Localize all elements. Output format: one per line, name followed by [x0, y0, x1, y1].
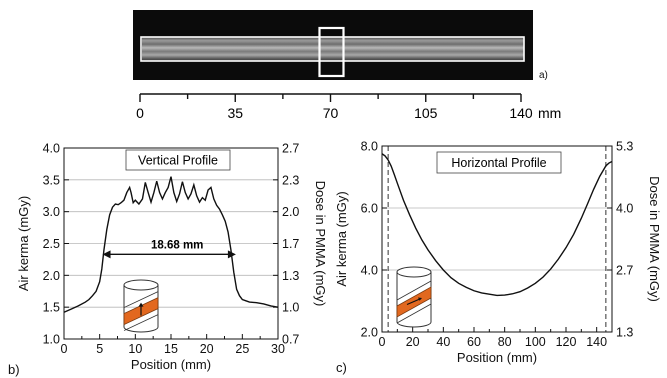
b-series-line: [63, 176, 279, 313]
c-ticks: 0 20 40 60 80 100 120 140 2.0 4.0 6.0 8.0 1.3 2.7 4.0 5…: [361, 140, 634, 350]
b-inset-arrowhead: [138, 302, 144, 307]
c-plot-frame: [381, 145, 613, 333]
b-x-tick-label: 15: [164, 342, 178, 356]
b-inset-line: [123, 314, 159, 331]
b-y2-axis-label: Dose in PMMA (mGy): [313, 181, 328, 307]
b-fwhm-arrowhead-right: [227, 250, 236, 259]
b-y-tick-label: 1.5: [43, 301, 60, 315]
c-inset-top: [396, 266, 432, 278]
vertical-profile-chart: 0 5 10 15 20 25 30 1.0 1.5 2.0 2.5 3.0 3.5 4.0 0.7 1.0 1…: [8, 142, 328, 378]
c-y-tick-label: 8.0: [361, 140, 378, 154]
b-x-tick-label: 0: [61, 342, 68, 356]
c-x-tick-label: 0: [379, 335, 386, 349]
b-fwhm-arrowhead-left: [102, 250, 111, 259]
c-dashed-lines: [387, 146, 607, 332]
c-x-tick-label: 140: [586, 335, 607, 349]
b-inset-bottom: [123, 326, 159, 333]
c-y-axis-label: Air kerma (mGy): [334, 191, 349, 286]
c-y-tick-label: 2.0: [361, 326, 378, 340]
b-title-box: Vertical Profile: [125, 149, 231, 171]
horizontal-profile-chart: 0 20 40 60 80 100 120 140 2.0 4.0 6.0 8.0 1.3 2.7 4.0 5…: [334, 140, 662, 376]
c-x-tick-label: 20: [406, 335, 420, 349]
c-y-tick-label: 6.0: [361, 202, 378, 216]
b-x-axis-label: Position (mm): [131, 357, 211, 372]
b-x-tick-label: 25: [235, 342, 249, 356]
c-gridlines: [382, 207, 612, 271]
c-inset-line: [396, 280, 432, 301]
c-y2-tick-label: 2.7: [616, 264, 633, 278]
b-x-tick-label: 10: [128, 342, 142, 356]
ruler-tick-label: 105: [414, 105, 438, 121]
panel-a: a) 0 35 70 105 140 mm: [133, 10, 561, 121]
c-y-tick-label: 4.0: [361, 264, 378, 278]
b-y2-tick-label: 1.0: [282, 301, 299, 315]
b-title-frame: [125, 149, 231, 171]
c-title-frame: [436, 151, 562, 174]
c-inset-bottom: [396, 321, 432, 328]
b-y-tick-label: 2.0: [43, 269, 60, 283]
b-y-tick-label: 2.5: [43, 237, 60, 251]
c-inset-arrowhead: [418, 297, 422, 301]
b-inset-top: [123, 279, 159, 291]
b-x-tick-label: 30: [271, 342, 285, 356]
b-y2-tick-label: 2.0: [282, 205, 299, 219]
b-y2-tick-label: 2.3: [282, 173, 299, 187]
c-x-tick-label: 40: [436, 335, 450, 349]
beam-strip: [142, 37, 524, 61]
b-y-tick-label: 3.5: [43, 173, 60, 187]
b-ticks: 0 5 10 15 20 25 30 1.0 1.5 2.0 2.5 3.0 3.5 4.0 0.7 1.0 1…: [43, 142, 300, 357]
b-fwhm-label: 18.68 mm: [151, 239, 203, 251]
c-y2-tick-label: 4.0: [616, 202, 633, 216]
b-y2-tick-label: 1.7: [282, 237, 299, 251]
b-inset-line: [123, 291, 159, 308]
b-chart-title: Vertical Profile: [138, 154, 218, 168]
b-y2-tick-label: 2.7: [282, 142, 299, 156]
c-panel-label: c): [336, 360, 347, 375]
b-fwhm-arrow: [102, 250, 236, 259]
c-series-line: [381, 153, 613, 297]
c-x-tick-label: 60: [467, 335, 481, 349]
ruler: 0 35 70 105 140 mm: [136, 93, 561, 121]
ruler-unit: mm: [538, 105, 561, 121]
panel-a-label: a): [539, 70, 548, 81]
ruler-tick-label: 70: [323, 105, 339, 121]
b-y-tick-label: 3.0: [43, 205, 60, 219]
c-inset-arrow: [406, 297, 422, 306]
c-phantom-inset: [396, 266, 432, 328]
c-x-tick-label: 120: [556, 335, 577, 349]
b-x-tick-label: 20: [200, 342, 214, 356]
b-y2-tick-label: 0.7: [282, 333, 299, 347]
c-title-box: Horizontal Profile: [436, 151, 562, 174]
ruler-tick-label: 140: [509, 105, 533, 121]
b-panel-label: b): [8, 362, 20, 377]
b-x-tick-label: 5: [96, 342, 103, 356]
ruler-tick-label: 35: [227, 105, 243, 121]
b-y-axis-label: Air kerma (mGy): [16, 196, 31, 291]
c-y2-tick-label: 5.3: [616, 140, 633, 154]
b-phantom-inset: [123, 279, 159, 333]
c-inset-line: [396, 303, 432, 324]
c-chart-title: Horizontal Profile: [451, 156, 546, 170]
b-y-tick-label: 1.0: [43, 333, 60, 347]
ruler-tick-label: 0: [136, 105, 144, 121]
c-y2-axis-label: Dose in PMMA (mGy): [647, 176, 662, 302]
c-x-tick-label: 100: [525, 335, 546, 349]
c-y2-tick-label: 1.3: [616, 326, 633, 340]
b-y2-tick-label: 1.3: [282, 269, 299, 283]
b-y-tick-label: 4.0: [43, 142, 60, 156]
beam-outline: [140, 36, 525, 62]
roi-box: [318, 26, 345, 78]
c-x-tick-label: 80: [498, 335, 512, 349]
c-x-axis-label: Position (mm): [457, 350, 537, 365]
